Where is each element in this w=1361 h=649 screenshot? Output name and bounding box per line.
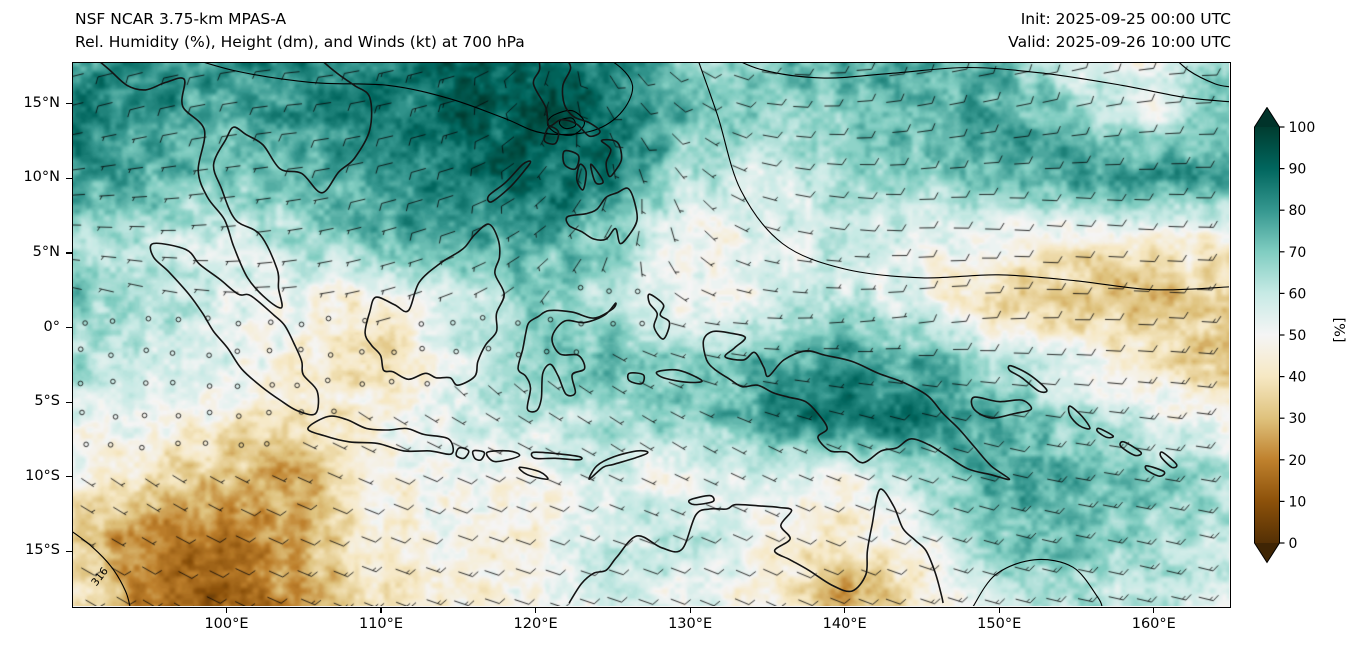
height-contour <box>73 531 131 606</box>
valid-time: Valid: 2025-09-26 10:00 UTC <box>1008 33 1231 51</box>
colorbar-tick-label: 20 <box>1289 453 1307 469</box>
x-tick-label: 100°E <box>204 616 249 632</box>
height-contour <box>204 63 634 136</box>
x-tick-mark <box>225 608 228 613</box>
x-tick-mark <box>689 608 691 613</box>
x-tick-mark <box>380 608 382 613</box>
coastline-bougainville <box>1067 405 1091 430</box>
coastline-se-asia-mainland <box>100 63 373 309</box>
colorbar-tick-label: 70 <box>1289 245 1307 261</box>
x-tick-label: 140°E <box>822 616 867 632</box>
init-time: Init: 2025-09-25 00:00 UTC <box>1020 10 1231 28</box>
colorbar-over-arrow <box>1254 107 1280 127</box>
title-block: NSF NCAR 3.75-km MPAS-A Rel. Humidity (%… <box>75 8 525 54</box>
height-contour <box>698 63 1229 291</box>
y-tick-mark <box>66 326 72 329</box>
time-block: Init: 2025-09-25 00:00 UTC Valid: 2025-0… <box>1008 8 1231 54</box>
x-tick-label: 110°E <box>358 616 404 632</box>
colorbar-tick-label: 0 <box>1289 536 1298 552</box>
x-tick-mark <box>1153 608 1155 613</box>
coastline-new-britain <box>970 396 1033 419</box>
x-tick-label: 150°E <box>977 616 1022 632</box>
colorbar-tick-label: 100 <box>1289 120 1316 136</box>
coastline-sumbawa <box>485 449 521 463</box>
x-tick-label: 160°E <box>1131 616 1176 632</box>
map-overlay-svg: 316 <box>73 63 1229 606</box>
y-tick-label: 5°N <box>32 243 60 260</box>
y-axis-ticks: 15°N 10°N 5°N 0° 5°S 10°S 15°S <box>0 64 72 607</box>
colorbar-tick-label: 10 <box>1289 494 1307 510</box>
coastline-australia-north <box>568 488 944 604</box>
coastline-flores <box>530 451 583 461</box>
humidity-field-canvas <box>73 63 1229 606</box>
figure-subtitle: Rel. Humidity (%), Height (dm), and Wind… <box>75 33 525 51</box>
contour-value-label: 316 <box>89 565 111 588</box>
coastline-choiseul <box>1096 427 1115 439</box>
x-tick-mark <box>534 608 537 613</box>
coastline-malaita <box>1159 451 1178 469</box>
height-contour <box>741 63 1229 103</box>
x-axis-ticks: 100°E 110°E 120°E 130°E 140°E 150°E 160°E <box>74 608 1230 642</box>
coastline-new-ireland <box>1007 364 1048 394</box>
map-area: 316 <box>72 62 1231 608</box>
coastline-cebu-bohol <box>589 163 604 185</box>
coastline-seram <box>655 368 703 384</box>
x-tick-label: 120°E <box>513 616 558 632</box>
coastline-mindoro <box>543 125 560 145</box>
coastline-guadalcanal <box>1144 464 1166 478</box>
coastline-buru <box>626 372 646 385</box>
coastline-melville <box>687 494 715 506</box>
y-tick-label: 15°S <box>25 542 60 559</box>
colorbar-under-arrow <box>1254 543 1280 563</box>
coastline-sulawesi <box>517 302 617 413</box>
colorbar-tick-label: 60 <box>1289 286 1307 302</box>
coastline-sumba <box>518 466 549 481</box>
height-contour <box>972 558 1103 606</box>
colorbar-tick-label: 50 <box>1289 328 1307 344</box>
y-tick-label: 15°N <box>23 94 60 111</box>
colorbar-tick-label: 30 <box>1289 411 1307 427</box>
coastline-lombok <box>471 449 486 461</box>
y-tick-mark <box>66 252 72 254</box>
coastline-borneo <box>364 223 506 386</box>
coastline-halmahera <box>647 293 671 340</box>
x-tick-mark <box>998 608 1000 613</box>
y-tick-mark <box>66 177 72 179</box>
colorbar-tick-label: 40 <box>1289 370 1307 386</box>
coastline-java <box>307 415 455 456</box>
y-tick-mark <box>66 476 72 478</box>
colorbar-label: [%] <box>1330 317 1347 343</box>
coastline-timor <box>588 449 649 481</box>
y-tick-label: 5°S <box>34 393 60 410</box>
colorbar: 0 10 20 30 40 50 60 70 80 90 100 <box>1254 107 1316 564</box>
y-tick-label: 0° <box>43 318 60 335</box>
coastline-sumatra <box>149 242 320 416</box>
y-tick-mark <box>66 550 72 552</box>
colorbar-tick-label: 90 <box>1289 162 1307 178</box>
coastline-new-guinea <box>702 330 1011 481</box>
coastline-mindanao <box>565 187 639 245</box>
coastline-panay <box>562 149 580 171</box>
coastline-santa-isabel <box>1119 440 1143 457</box>
height-contour <box>546 109 586 136</box>
coastline-samar-leyte <box>600 138 623 178</box>
figure-title: NSF NCAR 3.75-km MPAS-A <box>75 10 287 28</box>
y-tick-mark <box>66 401 72 403</box>
colorbar-tick-label: 80 <box>1289 203 1307 219</box>
height-contour <box>558 117 577 130</box>
colorbar-gradient <box>1254 127 1280 543</box>
coastline-bali <box>455 446 470 460</box>
x-tick-mark <box>844 608 846 613</box>
coastline-negros <box>575 163 587 191</box>
y-tick-label: 10°S <box>25 467 60 484</box>
y-tick-label: 10°N <box>23 169 60 186</box>
y-tick-mark <box>66 103 72 105</box>
x-tick-label: 130°E <box>668 616 713 632</box>
coastline-luzon <box>532 63 601 138</box>
coastline-palawan <box>486 160 532 203</box>
height-contour <box>1178 63 1229 88</box>
